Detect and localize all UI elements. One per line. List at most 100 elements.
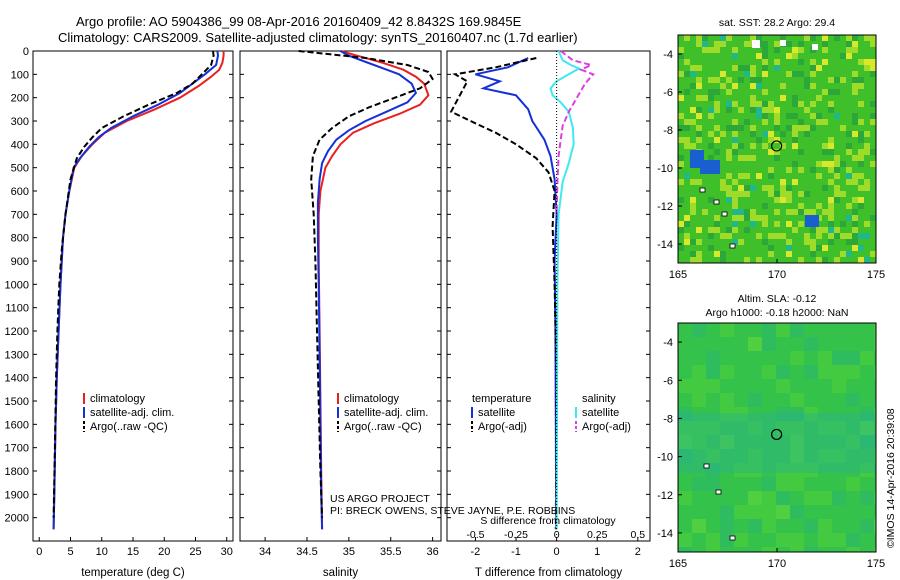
sla-map-panel: 165 170 175 -4 -6 -8 -10 -12 -14 Altim. SLA: -0.1… [657, 293, 885, 570]
map-cell [852, 233, 858, 239]
map-cell [798, 149, 804, 155]
map-cell [702, 41, 708, 47]
x-tick-label: -2 [471, 546, 481, 558]
map-cell [762, 505, 776, 519]
map-cell [846, 179, 852, 185]
y-tick-label: 1800 [5, 466, 29, 478]
missing-data [752, 40, 760, 48]
pi-label: PI: BRECK OWENS, STEVE JAYNE, P.E. ROBBI… [330, 505, 575, 517]
y-tick-label: 1600 [5, 419, 29, 431]
map-cell [846, 239, 852, 245]
map-cell [690, 71, 696, 77]
map-cell [804, 131, 810, 137]
y-tick-label: 700 [11, 209, 29, 221]
project-label: US ARGO PROJECT [330, 493, 430, 505]
map-cell [792, 101, 798, 107]
map-cell [822, 149, 828, 155]
map-cell [692, 365, 706, 379]
map-cell [852, 77, 858, 83]
map-cell [834, 89, 840, 95]
map-cell [860, 435, 874, 449]
map-cell [714, 125, 720, 131]
map-cell [756, 257, 762, 263]
map-cell [804, 233, 810, 239]
map-cell [816, 119, 822, 125]
map-cell [870, 35, 876, 41]
map-cell [748, 491, 762, 505]
map-cell [798, 221, 804, 227]
y-tick-label: 100 [11, 69, 29, 81]
plot-frame [446, 50, 651, 542]
map-cell [696, 131, 702, 137]
map-cell [678, 407, 692, 421]
legend-title-temperature: temperature [472, 393, 531, 405]
y-tick-label: -14 [657, 239, 673, 251]
map-cell [832, 365, 846, 379]
map-cell [822, 245, 828, 251]
imos-credit: ©IMOS 14-Apr-2016 20:39:08 [885, 408, 897, 548]
map-cell [858, 83, 864, 89]
map-cell [738, 173, 744, 179]
map-cell [776, 505, 790, 519]
map-cell [846, 35, 852, 41]
map-cell [714, 77, 720, 83]
map-cell [852, 245, 858, 251]
map-cell [860, 407, 874, 421]
plot-frame [32, 50, 234, 542]
y-tick-label: -12 [657, 490, 673, 502]
map-cell [720, 519, 734, 533]
map-cell [684, 119, 690, 125]
map-cell [790, 407, 804, 421]
map-cell [702, 209, 708, 215]
map-cell [720, 179, 726, 185]
map-cell [846, 365, 860, 379]
map-cell [858, 257, 864, 263]
map-cell [864, 221, 870, 227]
x-tick-label: 2 [635, 546, 641, 558]
map-cell [832, 421, 846, 435]
map-cell [774, 155, 780, 161]
map-cell [690, 257, 696, 263]
map-cell [774, 125, 780, 131]
map-cell [678, 155, 684, 161]
map-cell [822, 185, 828, 191]
map-cell [720, 185, 726, 191]
x-tick-label: 5 [67, 546, 73, 558]
map-cell [726, 155, 732, 161]
map-cell [818, 533, 832, 547]
map-cell [690, 65, 696, 71]
y-tick-label: 1400 [5, 373, 29, 385]
map-cell [864, 65, 870, 71]
map-cell [762, 71, 768, 77]
y-tick-label: 1000 [5, 279, 29, 291]
map-cell [858, 119, 864, 125]
y-tick-label: 1500 [5, 396, 29, 408]
plot-frame [239, 50, 442, 542]
map-cell [792, 137, 798, 143]
map-cell [738, 209, 744, 215]
y-tick-label: -8 [663, 125, 673, 137]
map-cell [858, 155, 864, 161]
map-cell [798, 125, 804, 131]
map-cell [734, 407, 748, 421]
map-cell [732, 197, 738, 203]
map-cell [828, 149, 834, 155]
map-cell [790, 505, 804, 519]
map-cell [702, 47, 708, 53]
x-tick-label: 10 [96, 546, 108, 558]
map-cell [846, 41, 852, 47]
map-cell [748, 421, 762, 435]
y-tick-label: -10 [657, 163, 673, 175]
map-cell [834, 257, 840, 263]
map-cell [846, 351, 860, 365]
map-cell [846, 149, 852, 155]
map-cell [690, 197, 696, 203]
cool-patch [805, 215, 819, 227]
map-cell [810, 35, 816, 41]
map-cell [708, 143, 714, 149]
map-cell [750, 155, 756, 161]
map-cell [832, 533, 846, 547]
map-cell [678, 47, 684, 53]
top-tick-label: -0.5 [466, 529, 484, 541]
